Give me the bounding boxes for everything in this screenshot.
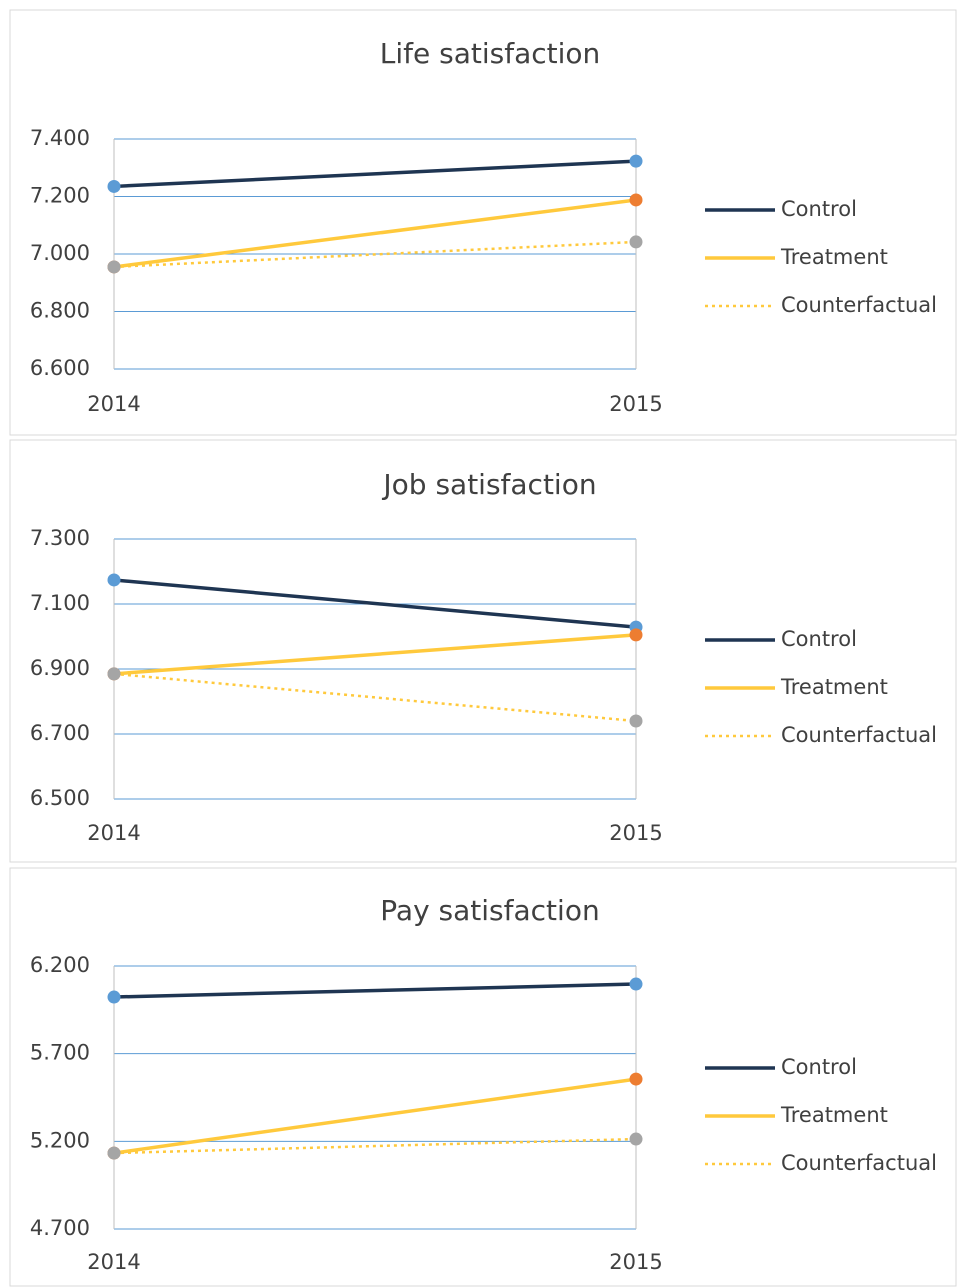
marker <box>107 1146 121 1160</box>
marker <box>629 1072 643 1086</box>
series-line <box>113 578 637 629</box>
marker <box>629 714 643 728</box>
marker <box>629 193 643 207</box>
y-tick-label: 6.600 <box>30 356 90 380</box>
legend-label: Counterfactual <box>781 293 937 317</box>
legend-label: Counterfactual <box>781 1151 937 1175</box>
series-line <box>113 1137 637 1155</box>
legend-label: Counterfactual <box>781 723 937 747</box>
x-tick-label: 2015 <box>609 821 662 845</box>
y-tick-label: 7.100 <box>30 591 90 615</box>
marker <box>107 667 121 681</box>
marker <box>107 260 121 274</box>
legend-label: Control <box>781 1055 857 1079</box>
panel-border <box>9 9 957 436</box>
marker <box>629 154 643 168</box>
y-tick-label: 7.300 <box>30 526 90 550</box>
y-tick-label: 5.700 <box>30 1041 90 1065</box>
series-line <box>113 672 637 723</box>
marker <box>107 179 121 193</box>
y-tick-label: 6.900 <box>30 656 90 680</box>
y-tick-label: 7.200 <box>30 184 90 208</box>
panel-border <box>9 439 957 863</box>
series-line <box>113 198 637 269</box>
marker <box>629 1132 643 1146</box>
marker <box>107 573 121 587</box>
y-tick-label: 6.800 <box>30 299 90 323</box>
marker <box>629 977 643 991</box>
legend-label: Treatment <box>780 245 888 269</box>
marker <box>629 235 643 249</box>
series-line <box>113 240 637 269</box>
y-tick-label: 5.200 <box>30 1128 90 1152</box>
y-tick-label: 6.500 <box>30 786 90 810</box>
legend-label: Control <box>781 197 857 221</box>
panel-border <box>9 867 957 1287</box>
legend-label: Treatment <box>780 675 888 699</box>
x-tick-label: 2014 <box>87 1250 140 1274</box>
y-tick-label: 7.000 <box>30 241 90 265</box>
legend-label: Treatment <box>780 1103 888 1127</box>
x-tick-label: 2015 <box>609 392 662 416</box>
chart-title: Job satisfaction <box>381 468 596 501</box>
marker <box>107 990 121 1004</box>
x-tick-label: 2015 <box>609 1250 662 1274</box>
series-line <box>113 982 637 999</box>
y-tick-label: 6.700 <box>30 721 90 745</box>
chart-title: Pay satisfaction <box>380 894 599 927</box>
series-line <box>113 633 637 676</box>
y-tick-label: 6.200 <box>30 953 90 977</box>
legend-label: Control <box>781 627 857 651</box>
chart-title: Life satisfaction <box>380 37 601 70</box>
y-tick-label: 4.700 <box>30 1216 90 1240</box>
series-line <box>113 1077 637 1155</box>
marker <box>629 628 643 642</box>
series-line <box>113 159 637 189</box>
y-tick-label: 7.400 <box>30 126 90 150</box>
x-tick-label: 2014 <box>87 392 140 416</box>
x-tick-label: 2014 <box>87 821 140 845</box>
